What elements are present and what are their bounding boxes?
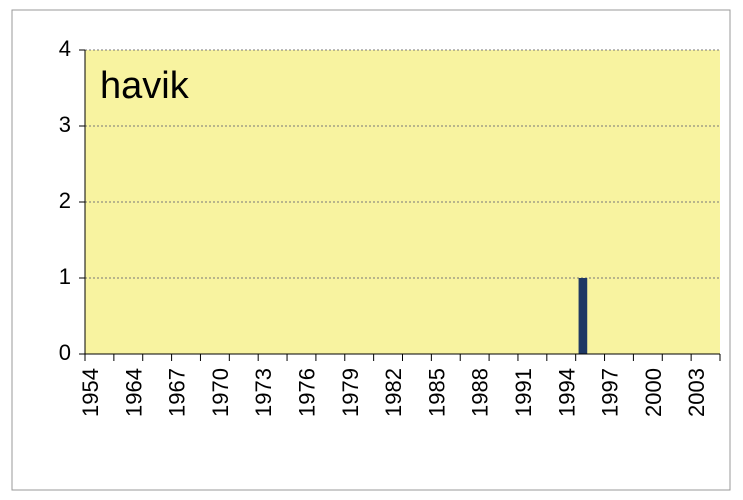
bar <box>578 278 588 354</box>
x-tick-label: 1967 <box>165 368 190 417</box>
x-tick-label: 1973 <box>251 368 276 417</box>
y-tick-label: 3 <box>59 112 71 137</box>
y-tick-label: 4 <box>59 36 71 61</box>
x-tick-label: 1988 <box>468 368 493 417</box>
x-tick-label: 1985 <box>424 368 449 417</box>
chart-title: havik <box>100 65 190 107</box>
x-tick-label: 2000 <box>641 368 666 417</box>
y-tick-label: 0 <box>59 340 71 365</box>
x-tick-label: 1982 <box>381 368 406 417</box>
y-tick-label: 1 <box>59 264 71 289</box>
x-tick-label: 1979 <box>338 368 363 417</box>
x-tick-label: 1994 <box>554 368 579 417</box>
x-tick-label: 1970 <box>208 368 233 417</box>
x-tick-label: 1997 <box>598 368 623 417</box>
x-tick-label: 1976 <box>295 368 320 417</box>
x-tick-label: 1964 <box>121 368 146 417</box>
x-tick-label: 1954 <box>78 368 103 417</box>
x-tick-label: 1991 <box>511 368 536 417</box>
x-tick-label: 2003 <box>684 368 709 417</box>
y-tick-label: 2 <box>59 188 71 213</box>
